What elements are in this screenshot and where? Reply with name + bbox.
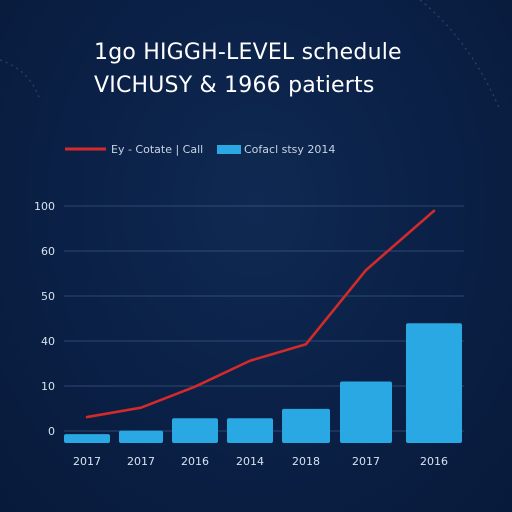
legend-bar-swatch [217, 145, 241, 154]
y-tick-label: 10 [41, 380, 55, 393]
legend: Ey - Cotate | Call Cofacl stsy 2014 [65, 143, 335, 156]
y-tick-label: 0 [48, 425, 55, 438]
chart-title-line-1: 1go HIGGH-LEVEL schedule [94, 40, 402, 65]
y-tick-label: 50 [41, 290, 55, 303]
legend-line-label: Ey - Cotate | Call [111, 143, 203, 156]
bars [64, 323, 462, 443]
chart-title: 1go HIGGH-LEVEL schedule VICHUSY & 1966 … [94, 36, 494, 102]
x-tick-label: 2017 [127, 455, 155, 468]
x-tick-label: 2016 [181, 455, 209, 468]
bar [227, 418, 273, 443]
bar [282, 408, 330, 443]
x-tick-label: 2016 [420, 455, 448, 468]
bar [406, 323, 462, 443]
chart-title-line-2: VICHUSY & 1966 patierts [94, 73, 375, 98]
x-tick-label: 2018 [292, 455, 320, 468]
x-tick-label: 2017 [73, 455, 101, 468]
grid [64, 205, 464, 432]
x-tick-label: 2017 [352, 455, 380, 468]
legend-bar-label: Cofacl stsy 2014 [244, 143, 335, 156]
y-tick-label: 40 [41, 335, 55, 348]
bar [172, 418, 218, 443]
y-tick-label: 100 [34, 200, 55, 213]
bar [340, 381, 392, 443]
x-axis-labels: 2017 2017 2016 2014 2018 2017 2016 [73, 455, 448, 468]
x-tick-label: 2014 [236, 455, 264, 468]
bar [119, 430, 163, 443]
y-tick-label: 60 [41, 245, 55, 258]
bar [64, 434, 110, 443]
line-series [85, 209, 436, 419]
